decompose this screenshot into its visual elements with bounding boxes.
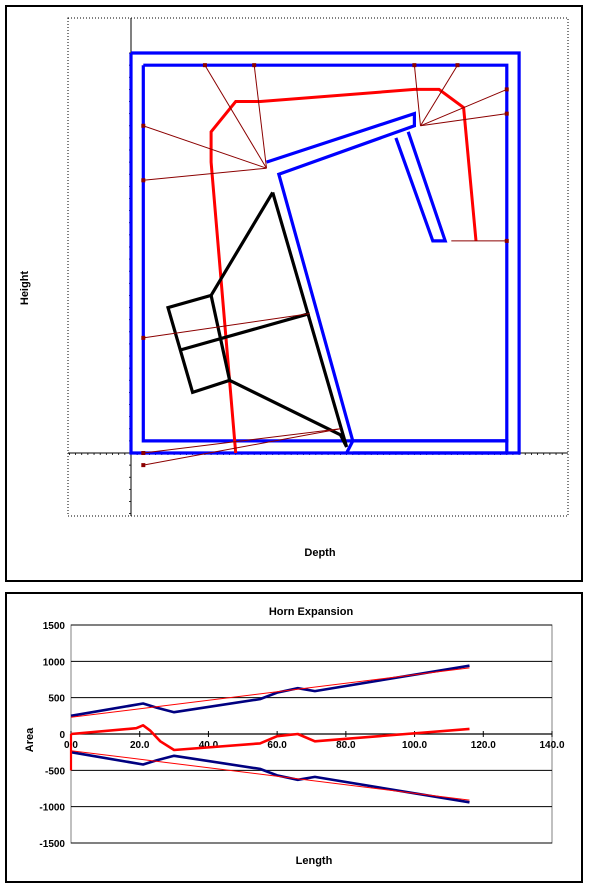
guide-point-marker	[141, 451, 146, 455]
guide-point-marker	[504, 238, 509, 243]
series-3-shape-3	[143, 167, 267, 181]
x-tick-label: 140.0	[539, 740, 564, 751]
y-axis-label: Height	[19, 271, 31, 306]
x-axis-label: Depth	[304, 547, 335, 559]
guide-point-marker	[252, 63, 257, 68]
y-tick-label: 500	[48, 694, 65, 705]
series-line-0	[70, 664, 470, 718]
chart-title: Horn Expansion	[269, 606, 354, 618]
series-3-shape-0	[204, 64, 267, 169]
x-axis-label: Length	[296, 855, 333, 867]
series-3-shape-1	[253, 65, 267, 169]
series-line-3	[70, 667, 470, 718]
series-0-shape-0	[129, 51, 521, 455]
series-3-shape-7	[420, 113, 507, 127]
y-tick-label: -1500	[39, 839, 65, 850]
y-tick-label: 1000	[43, 657, 66, 668]
guide-point-marker	[141, 123, 146, 128]
cabinet-plot-marks	[67, 17, 569, 517]
series-3-shape-6	[420, 88, 507, 127]
series-3-shape-9	[143, 313, 310, 339]
guide-point-marker	[141, 178, 146, 183]
cabinet-panel	[5, 5, 583, 582]
guide-point-marker	[504, 87, 509, 92]
series-3-shape-5	[420, 64, 458, 127]
series-3-shape-4	[413, 65, 421, 126]
cabinet-chart: Depth Height	[19, 17, 569, 559]
series-1-shape-0	[209, 87, 478, 454]
series-0-shape-2	[352, 439, 509, 455]
x-tick-label: 60.0	[267, 740, 287, 751]
y-tick-label: 1500	[43, 621, 66, 632]
plot-area-border	[67, 17, 569, 517]
guide-point-marker	[202, 63, 207, 68]
guide-point-marker	[412, 63, 417, 68]
series-2-shape-0	[166, 191, 349, 448]
y-tick-label: -1000	[39, 803, 65, 814]
guide-point-marker	[504, 111, 509, 116]
x-tick-label: 120.0	[471, 740, 496, 751]
guide-point-marker	[141, 335, 146, 340]
y-axis-label: Area	[24, 727, 36, 752]
x-tick-label: 100.0	[402, 740, 427, 751]
x-tick-label: 40.0	[199, 740, 219, 751]
guide-point-marker	[141, 463, 146, 468]
series-line-2	[70, 723, 470, 752]
y-tick-label: 0	[59, 730, 65, 741]
series-0-shape-3	[266, 111, 416, 454]
horn-plot-marks: 150010005000-500-1000-15000.020.040.060.…	[39, 621, 565, 850]
series-3-shape-11	[143, 428, 341, 466]
y-tick-label: -500	[45, 766, 65, 777]
series-2-shape-2	[179, 312, 311, 352]
guide-point-marker	[455, 63, 460, 68]
series-line-4	[70, 750, 470, 801]
series-3-shape-2	[143, 125, 267, 169]
series-0-shape-4	[394, 131, 448, 243]
series-line-1	[70, 750, 470, 804]
x-tick-label: 20.0	[130, 740, 150, 751]
series-3-shape-10	[143, 428, 341, 454]
x-tick-label: 80.0	[336, 740, 356, 751]
